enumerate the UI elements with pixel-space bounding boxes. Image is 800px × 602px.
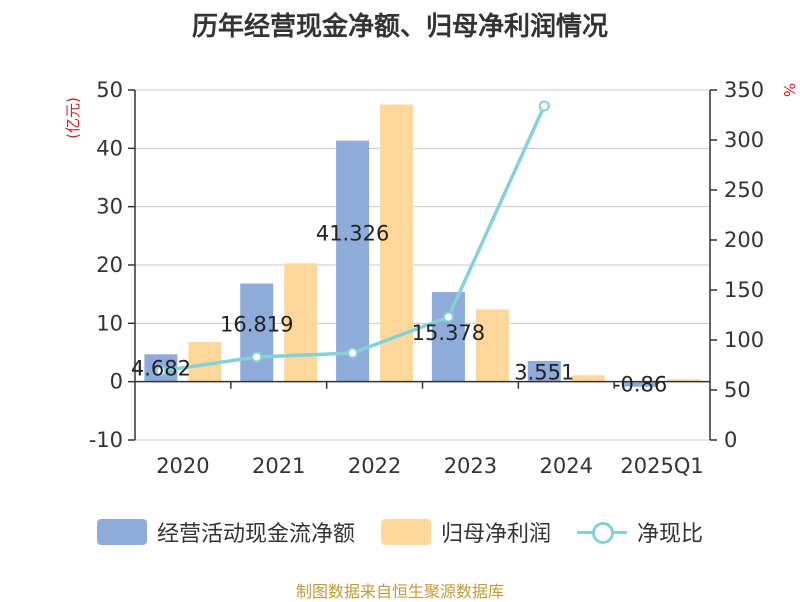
bar-operating-cash xyxy=(240,283,274,382)
bar-operating-cash xyxy=(431,291,465,382)
ratio-line-series xyxy=(155,100,550,377)
axes xyxy=(128,89,717,441)
bar-operating-cash xyxy=(527,360,561,382)
data-label-operating-cash: 41.326 xyxy=(316,222,389,246)
y-left-tick-label: 30 xyxy=(96,195,123,219)
chart-title: 历年经营现金净额、归母净利润情况 xyxy=(191,12,608,42)
ratio-point xyxy=(251,351,263,363)
legend-label-net-profit: 归母净利润 xyxy=(440,522,551,547)
y-right-tick-label: 200 xyxy=(724,228,764,252)
data-label-operating-cash: -0.86 xyxy=(613,373,667,397)
x-tick-label: 2023 xyxy=(444,454,497,478)
y-left-tick-label: -10 xyxy=(89,428,123,452)
bar-net-profit xyxy=(667,379,701,382)
y-left-tick-label: 40 xyxy=(96,136,123,160)
bar-net-profit xyxy=(284,263,318,382)
legend-swatch-net-profit xyxy=(380,519,431,545)
y-axis-left-label: (亿元) xyxy=(64,97,82,139)
y-right-tick-label: 100 xyxy=(724,328,764,352)
y-left-tick-label: 50 xyxy=(96,78,123,102)
data-label-operating-cash: 15.378 xyxy=(412,321,485,345)
legend: 经营活动现金流净额 归母净利润 净现比 xyxy=(0,516,800,548)
y-right-tick-label: 250 xyxy=(724,178,764,202)
legend-swatch-operating-cash xyxy=(96,519,147,545)
x-tick-label: 2020 xyxy=(156,454,209,478)
y-right-tick-label: 150 xyxy=(724,278,764,302)
data-label-operating-cash: 3.551 xyxy=(514,361,574,385)
combo-chart: 4.682 16.819 41.326 15.378 3.551 -0.86 -10 0 10… xyxy=(64,78,798,478)
y-left-tick-label: 0 xyxy=(110,370,123,394)
ratio-point xyxy=(347,347,359,359)
legend-label-operating-cash: 经营活动现金流净额 xyxy=(156,522,355,547)
y-right-tick-label: 300 xyxy=(724,128,764,152)
x-tick-label: 2024 xyxy=(540,454,593,478)
bar-net-profit xyxy=(475,309,509,382)
legend-label-cash-ratio: 净现比 xyxy=(637,522,704,547)
x-tick-label: 2021 xyxy=(252,454,305,478)
y-right-tick-label: 50 xyxy=(724,378,751,402)
legend-item-cash-ratio[interactable]: 净现比 xyxy=(577,516,703,548)
bar-operating-cash xyxy=(336,140,370,382)
legend-swatch-cash-ratio xyxy=(577,519,627,545)
data-label-operating-cash: 4.682 xyxy=(131,357,191,381)
y-right-tick-label: 350 xyxy=(724,78,764,102)
tick-labels: -10 0 10 20 30 40 50 0 50 100 150 200 250 300 350 2020 2… xyxy=(89,78,764,478)
legend-item-net-profit[interactable]: 归母净利润 xyxy=(380,516,551,548)
data-label-operating-cash: 16.819 xyxy=(220,313,293,337)
y-left-tick-label: 10 xyxy=(96,311,123,335)
source-note: 制图数据来自恒生聚源数据库 xyxy=(295,582,504,601)
x-tick-label: 2022 xyxy=(348,454,401,478)
bar-operating-cash xyxy=(623,381,657,387)
bar-net-profit xyxy=(571,375,605,382)
x-tick-label: 2025Q1 xyxy=(620,454,703,478)
ratio-point xyxy=(155,365,167,377)
ratio-point xyxy=(442,311,454,323)
data-labels: 4.682 16.819 41.326 15.378 3.551 -0.86 xyxy=(131,222,667,397)
y-right-tick-label: 0 xyxy=(724,428,737,452)
ratio-point xyxy=(538,100,550,112)
y-axis-right-label: % xyxy=(780,83,798,97)
y-left-tick-label: 20 xyxy=(96,253,123,277)
legend-item-operating-cash[interactable]: 经营活动现金流净额 xyxy=(96,516,355,548)
